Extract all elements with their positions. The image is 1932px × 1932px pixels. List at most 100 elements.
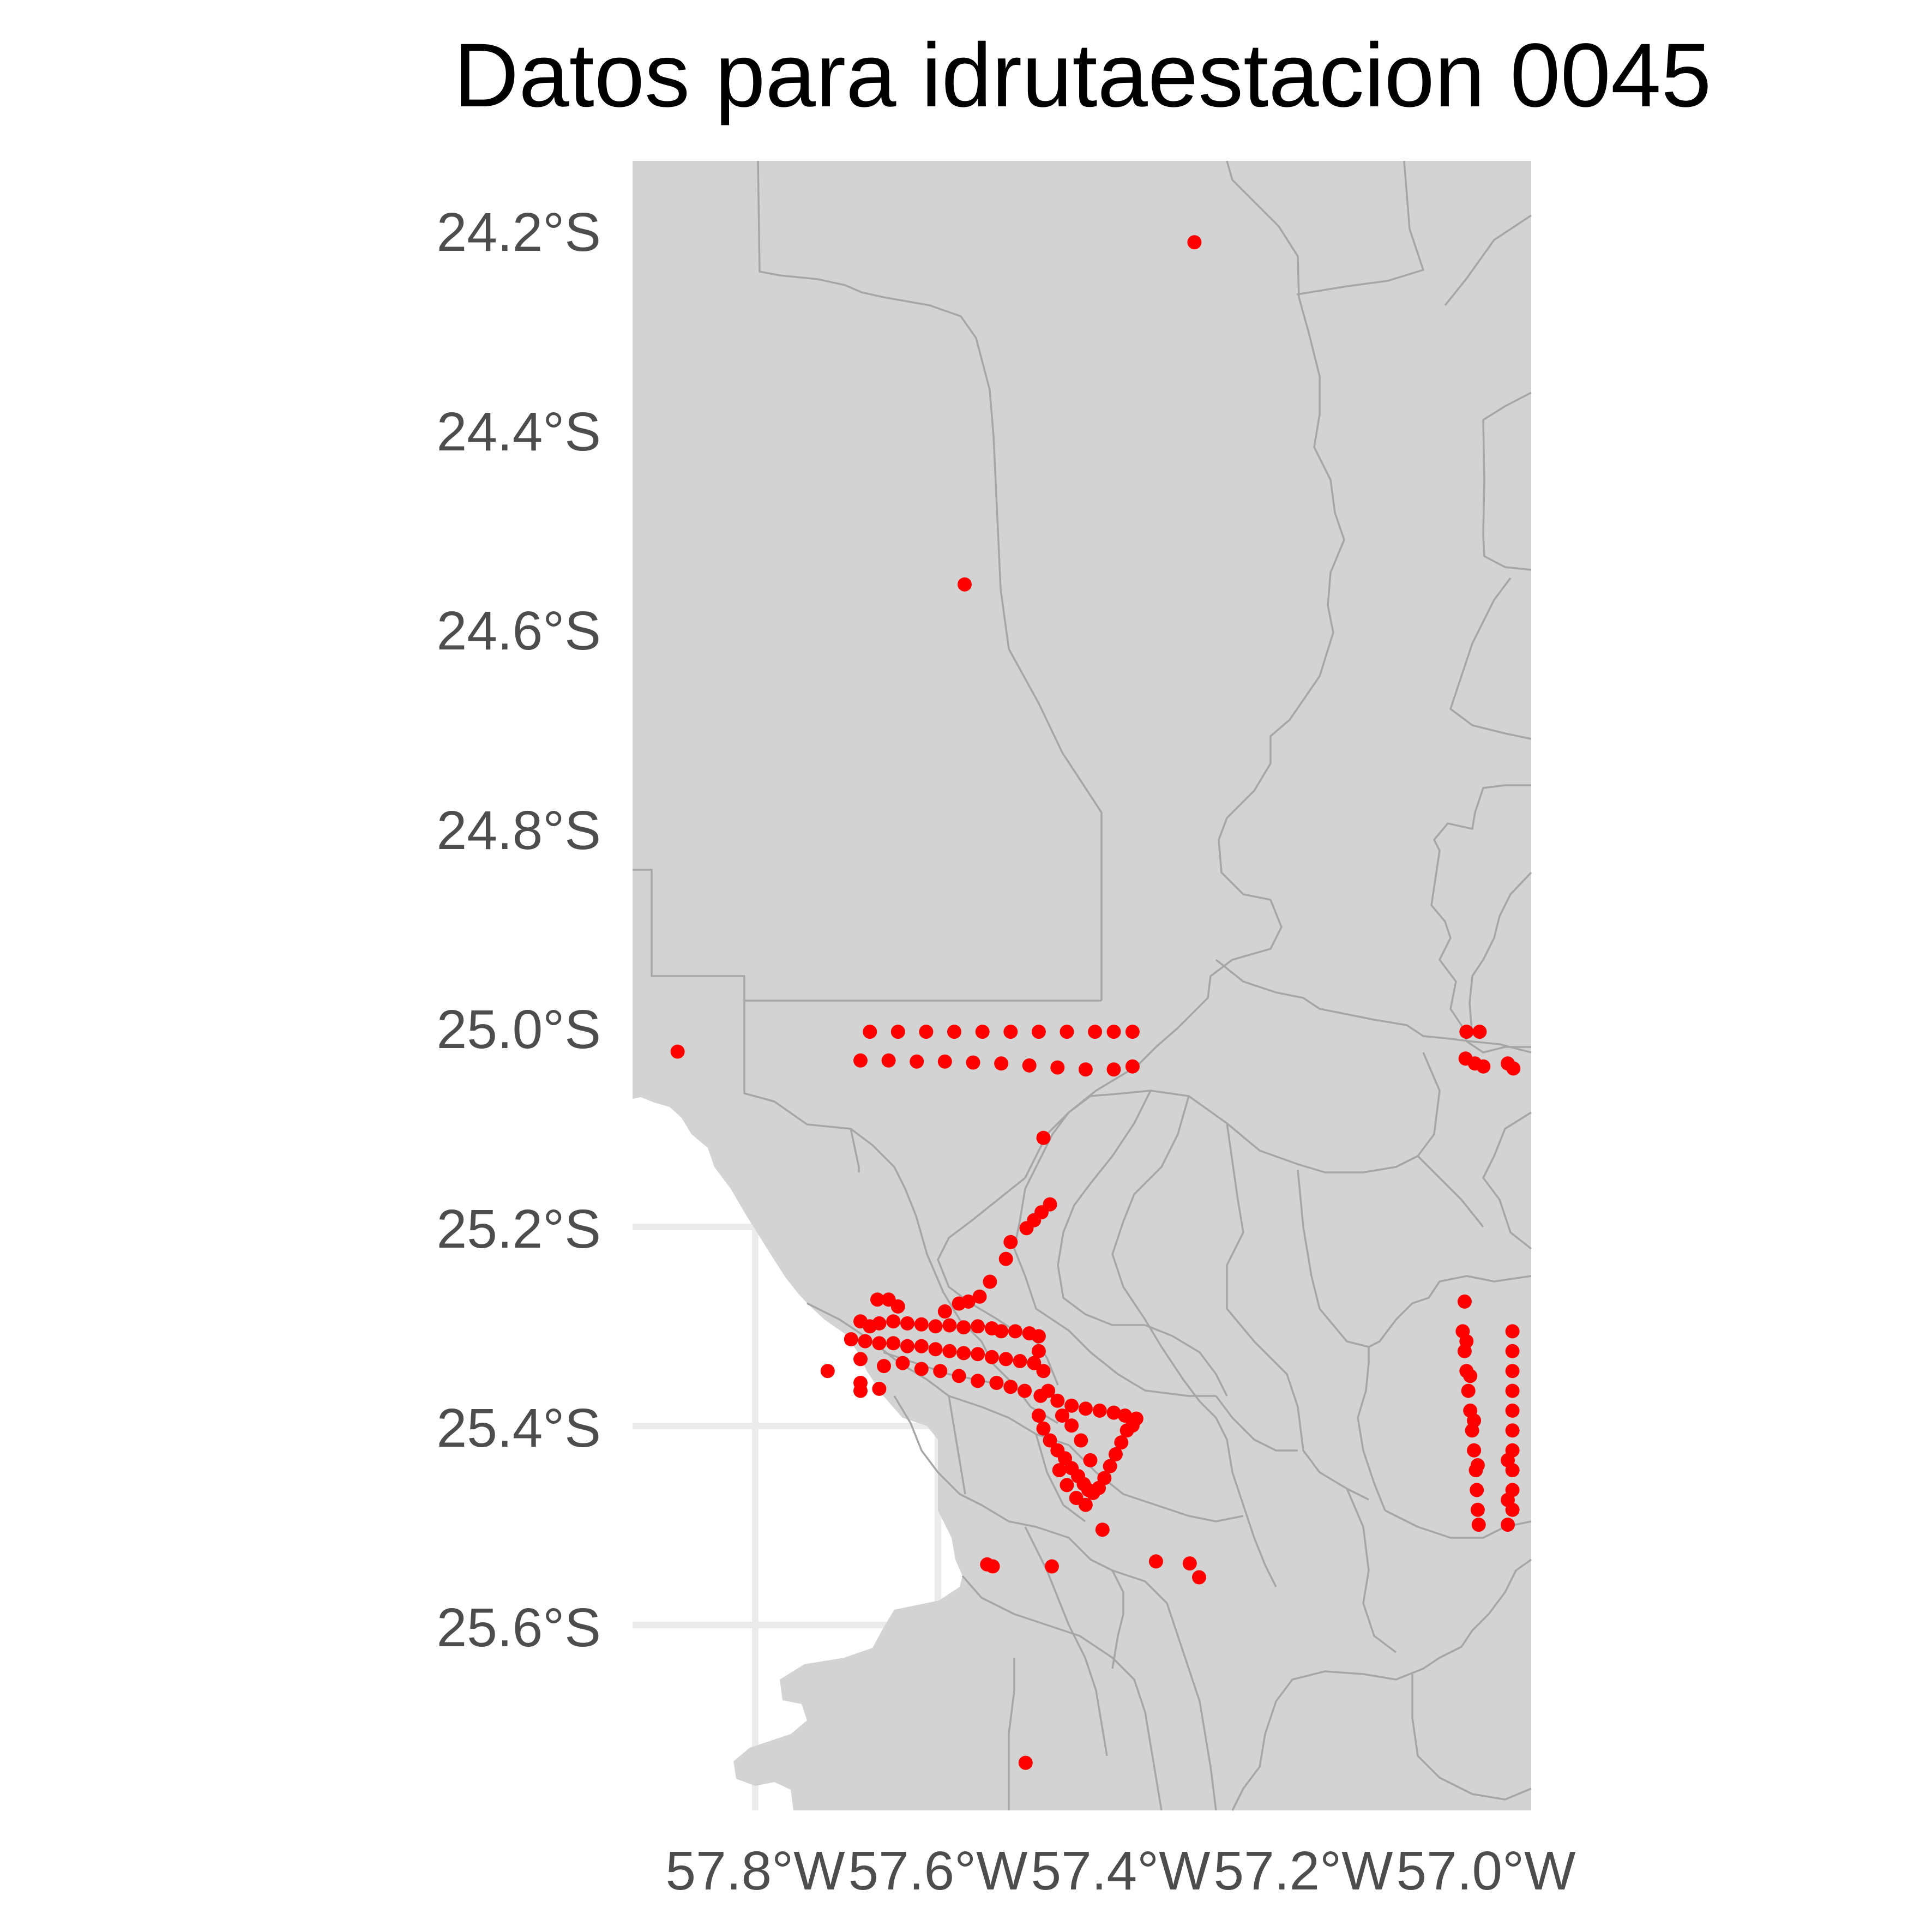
data-point: [998, 1352, 1013, 1367]
data-point: [937, 1054, 952, 1069]
data-point: [1003, 1235, 1018, 1249]
data-point: [900, 1316, 914, 1331]
x-axis: 57.8°W 57.6°W 57.4°W 57.2°W 57.0°W: [665, 1840, 1576, 1901]
data-point: [1470, 1502, 1485, 1517]
data-point: [1031, 1329, 1046, 1344]
data-point: [872, 1316, 887, 1331]
data-point: [881, 1053, 896, 1068]
data-point: [886, 1336, 901, 1351]
data-point: [1501, 1453, 1515, 1467]
data-point: [1505, 1364, 1520, 1379]
data-point: [1118, 1409, 1133, 1423]
data-point: [1182, 1556, 1197, 1571]
data-point: [1052, 1463, 1067, 1478]
data-point: [1031, 1025, 1046, 1039]
data-point: [670, 1044, 685, 1059]
data-point: [1472, 1025, 1487, 1039]
data-point: [937, 1304, 952, 1319]
data-point: [1470, 1483, 1484, 1497]
data-point: [1018, 1383, 1032, 1398]
data-point: [1060, 1478, 1074, 1492]
x-tick-label: 57.4°W: [1031, 1840, 1211, 1901]
data-point: [1125, 1025, 1140, 1039]
data-point: [870, 1292, 884, 1307]
data-point: [1148, 1554, 1163, 1569]
data-point: [853, 1383, 868, 1398]
data-point: [1003, 1380, 1018, 1394]
data-point: [985, 1559, 1000, 1574]
data-point: [890, 1025, 905, 1039]
data-point: [1027, 1356, 1042, 1370]
data-point: [1092, 1403, 1107, 1418]
data-point: [998, 1251, 1013, 1266]
data-point: [1043, 1433, 1057, 1448]
data-point: [1088, 1025, 1103, 1039]
y-tick-label: 25.2°S: [437, 1199, 601, 1260]
data-point: [1003, 1025, 1018, 1039]
data-point: [853, 1352, 868, 1367]
data-point: [1505, 1344, 1520, 1358]
y-tick-label: 25.0°S: [437, 999, 601, 1060]
chart-title: Datos para idrutaestacion 0045: [453, 25, 1711, 126]
y-tick-label: 24.2°S: [437, 202, 601, 263]
data-point: [1008, 1324, 1022, 1339]
data-point: [1095, 1522, 1110, 1537]
data-point: [914, 1362, 929, 1376]
data-point: [972, 1289, 987, 1304]
data-point: [1097, 1471, 1112, 1485]
data-point: [1078, 1401, 1093, 1416]
x-tick-label: 57.2°W: [1213, 1840, 1393, 1901]
y-tick-label: 25.6°S: [437, 1597, 601, 1658]
x-tick-label: 57.6°W: [848, 1840, 1028, 1901]
data-point: [1461, 1383, 1476, 1398]
data-point: [1114, 1435, 1129, 1450]
data-point: [1031, 1344, 1046, 1358]
data-point: [971, 1374, 985, 1388]
data-point: [1036, 1421, 1051, 1436]
data-point: [1501, 1492, 1515, 1507]
data-point: [877, 1359, 891, 1374]
data-point: [1459, 1025, 1474, 1039]
data-point: [1074, 1433, 1088, 1448]
data-point: [1050, 1393, 1065, 1408]
data-point: [1083, 1453, 1098, 1467]
data-point: [1505, 1423, 1520, 1438]
data-point: [1041, 1383, 1056, 1398]
data-point: [872, 1336, 887, 1351]
data-point: [1501, 1518, 1515, 1532]
y-tick-label: 24.6°S: [437, 600, 601, 661]
data-point: [863, 1025, 877, 1039]
data-point: [984, 1350, 999, 1364]
y-tick-label: 24.4°S: [437, 401, 601, 462]
data-point: [971, 1319, 985, 1334]
data-point: [895, 1356, 910, 1370]
data-point: [1457, 1294, 1472, 1309]
data-point: [1013, 1354, 1027, 1368]
data-point: [947, 1025, 961, 1039]
data-point: [1103, 1459, 1117, 1473]
data-point: [1036, 1130, 1051, 1145]
panel: [633, 160, 1532, 1811]
data-points: [670, 235, 1521, 1770]
data-point: [1106, 1025, 1121, 1039]
data-point: [844, 1332, 858, 1346]
data-point: [1106, 1062, 1121, 1077]
data-point: [952, 1296, 966, 1311]
data-point: [1064, 1398, 1079, 1413]
data-point: [820, 1364, 835, 1379]
data-point: [1125, 1418, 1140, 1433]
data-point: [1078, 1497, 1093, 1512]
data-point: [1031, 1409, 1046, 1423]
x-tick-label: 57.0°W: [1396, 1840, 1576, 1901]
data-point: [928, 1319, 943, 1334]
data-point: [1505, 1383, 1520, 1398]
data-point: [1505, 1324, 1520, 1339]
data-point: [919, 1025, 934, 1039]
data-point: [853, 1053, 868, 1068]
data-point: [900, 1339, 914, 1353]
data-point: [890, 1299, 905, 1314]
data-point: [928, 1342, 943, 1357]
data-point: [971, 1347, 985, 1362]
data-point: [1125, 1059, 1140, 1074]
